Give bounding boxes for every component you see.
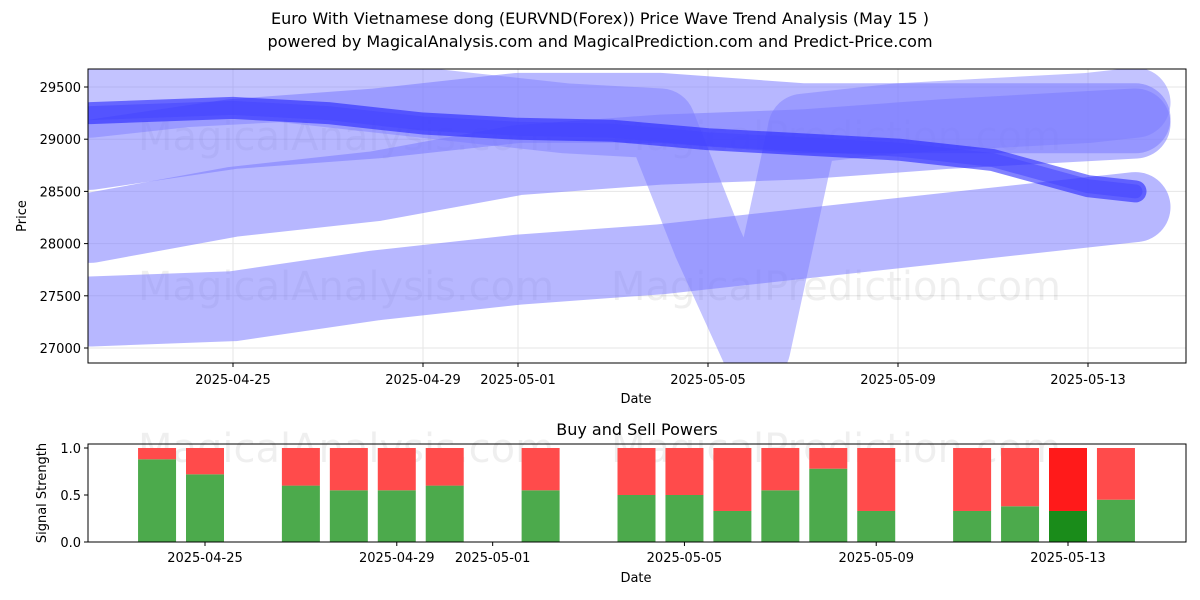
buy-bar bbox=[377, 490, 416, 542]
sell-bar bbox=[761, 448, 800, 491]
sell-bar bbox=[1096, 448, 1135, 500]
bottom-y-tick-label: 0.5 bbox=[60, 489, 81, 504]
buy-bar bbox=[953, 510, 992, 542]
buy-bar bbox=[1096, 499, 1135, 542]
buy-bar bbox=[857, 510, 896, 542]
buy-bar bbox=[281, 485, 320, 542]
y-axis-title: Price bbox=[15, 200, 30, 232]
bottom-y-tick-label: 0.0 bbox=[60, 536, 81, 551]
bottom-y-axis-title: Signal Strength bbox=[35, 443, 50, 543]
bottom-x-tick-label: 2025-05-05 bbox=[647, 551, 723, 566]
bottom-x-tick-label: 2025-04-25 bbox=[167, 551, 243, 566]
bottom-x-tick-label: 2025-05-01 bbox=[455, 551, 531, 566]
buy-bar bbox=[1049, 510, 1087, 542]
bottom-plot-frame bbox=[87, 443, 1187, 543]
x-axis-title: Date bbox=[620, 392, 651, 407]
x-tick-label: 2025-05-13 bbox=[1050, 373, 1126, 388]
buy-bar bbox=[425, 485, 464, 542]
sell-bar bbox=[617, 448, 656, 495]
sell-bar bbox=[281, 448, 320, 486]
sell-bar bbox=[377, 448, 416, 491]
y-tick-label: 27500 bbox=[40, 290, 81, 305]
sell-bar bbox=[857, 448, 896, 511]
bottom-x-tick-label: 2025-04-29 bbox=[359, 551, 435, 566]
buy-bar bbox=[521, 490, 560, 542]
price-wave-band bbox=[88, 172, 1171, 347]
buy-bar bbox=[761, 490, 800, 542]
sell-bar bbox=[713, 448, 752, 511]
price-wave-band bbox=[88, 69, 1171, 363]
sell-bar bbox=[665, 448, 704, 495]
buy-bar bbox=[665, 495, 704, 542]
x-tick-label: 2025-05-09 bbox=[860, 373, 936, 388]
sell-bar bbox=[329, 448, 368, 491]
buy-bar bbox=[809, 468, 848, 542]
buy-bar bbox=[186, 474, 224, 542]
sell-bar bbox=[809, 448, 848, 469]
x-tick-label: 2025-04-29 bbox=[385, 373, 461, 388]
bottom-x-tick-label: 2025-05-09 bbox=[838, 551, 914, 566]
sell-bar bbox=[138, 448, 177, 460]
y-tick-label: 29500 bbox=[40, 81, 81, 96]
bottom-y-tick-label: 1.0 bbox=[60, 442, 81, 457]
sell-bar bbox=[521, 448, 560, 491]
y-tick-label: 28500 bbox=[40, 185, 81, 200]
chart-title: Euro With Vietnamese dong (EURVND(Forex)… bbox=[270, 9, 929, 28]
x-tick-label: 2025-05-01 bbox=[480, 373, 556, 388]
buy-bar bbox=[138, 459, 177, 542]
x-tick-label: 2025-04-25 bbox=[195, 373, 271, 388]
plot-frame bbox=[87, 68, 1187, 364]
sell-bar bbox=[186, 448, 224, 475]
price-wave-core bbox=[88, 96, 1147, 203]
bottom-x-tick-label: 2025-05-13 bbox=[1030, 551, 1106, 566]
y-tick-label: 29000 bbox=[40, 133, 81, 148]
bottom-x-axis-title: Date bbox=[620, 571, 651, 586]
price-wave-band bbox=[88, 88, 1171, 263]
chart-subtitle: powered by MagicalAnalysis.com and Magic… bbox=[267, 32, 933, 51]
sell-bar bbox=[1001, 448, 1040, 507]
x-tick-label: 2025-05-05 bbox=[670, 373, 746, 388]
y-tick-label: 28000 bbox=[40, 238, 81, 253]
bottom-chart-title: Buy and Sell Powers bbox=[556, 420, 718, 439]
price-bands bbox=[88, 69, 1171, 363]
buy-bar bbox=[617, 495, 656, 542]
y-tick-label: 27000 bbox=[40, 342, 81, 357]
buy-bar bbox=[1001, 506, 1040, 542]
buy-bar bbox=[329, 490, 368, 542]
sell-bar bbox=[953, 448, 992, 511]
sell-bar bbox=[425, 448, 464, 486]
sell-bar bbox=[1049, 448, 1087, 511]
buy-bar bbox=[713, 510, 752, 542]
